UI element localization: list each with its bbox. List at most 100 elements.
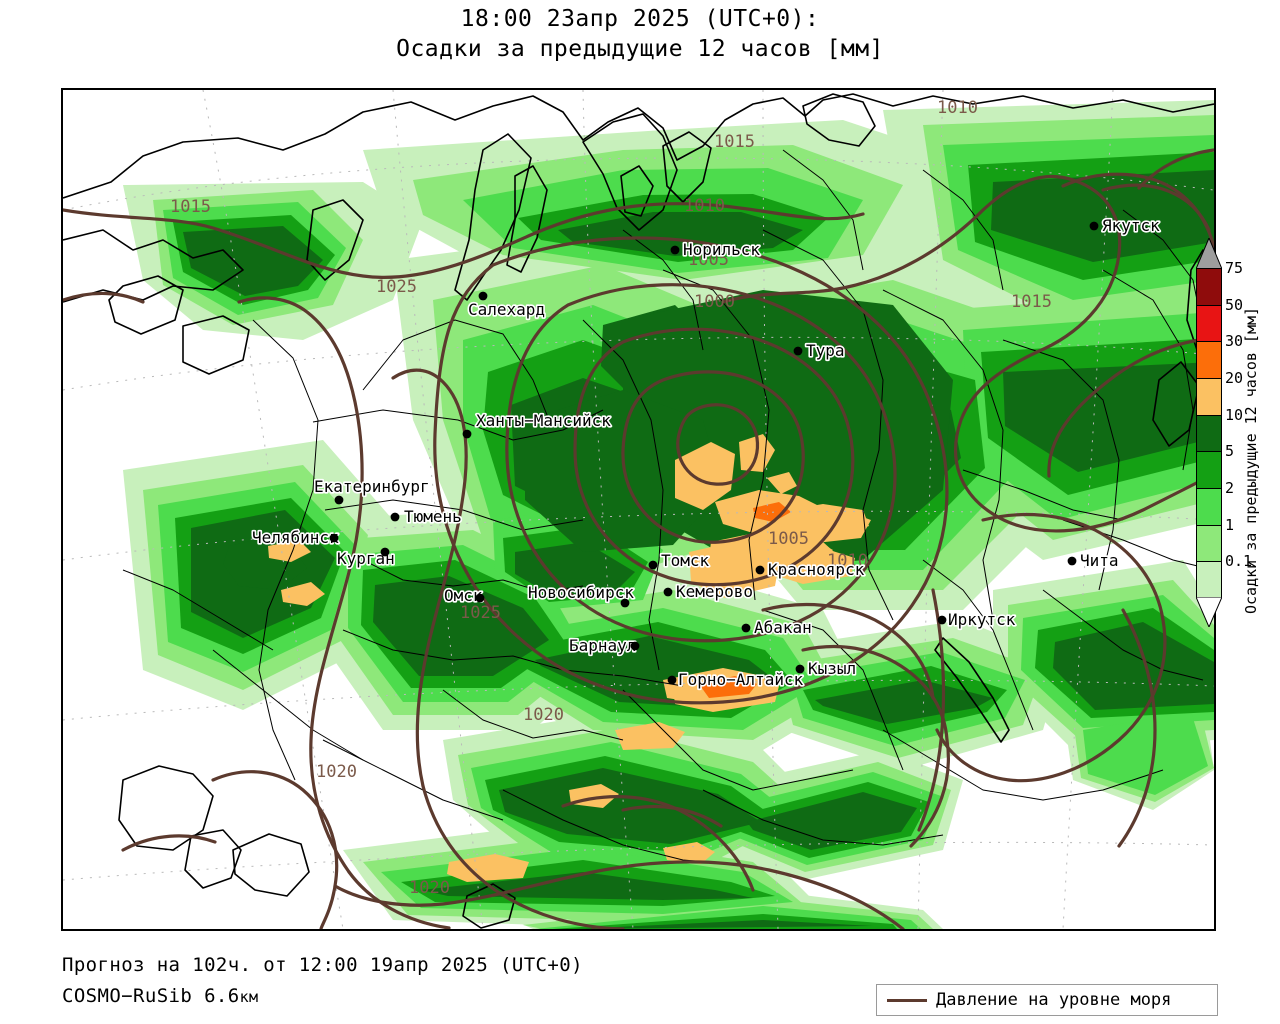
isobar-label: 1010 — [684, 196, 725, 216]
city-label: Челябинск — [252, 528, 339, 547]
city-label-halo: Омск — [444, 586, 483, 605]
city-label-halo: Чита — [1080, 551, 1119, 570]
city-dot-icon — [475, 593, 485, 603]
precipitation-field — [123, 100, 1214, 929]
model-info: COSMO−RuSib 6.6км — [62, 981, 583, 1013]
colorbar-tick-5: 5 — [1225, 442, 1235, 461]
colorbar-segment-20 — [1197, 379, 1221, 416]
colorbar-tick-1: 1 — [1225, 515, 1235, 534]
city-label: Иркутск — [948, 610, 1016, 629]
isobar-labels: 1015 1025 1015 1010 1010 1005 1000 1015 1005 1010… — [170, 98, 1052, 898]
isobar-label: 1015 — [714, 132, 755, 152]
isobar-label: 1005 — [688, 250, 729, 270]
city-dot-icon — [937, 615, 947, 625]
city-dot-icon — [380, 547, 390, 557]
map-canvas[interactable]: 1015 1025 1015 1010 1010 1005 1000 1015 1005 1010… — [63, 90, 1214, 929]
colorbar-tick-75: 75 — [1225, 259, 1244, 277]
isobar-label: 1015 — [1011, 292, 1052, 312]
city-label: Ханты−Мансийск — [476, 411, 611, 430]
colorbar-tick-50: 50 — [1225, 295, 1244, 314]
colorbar-segment-2 — [1197, 489, 1221, 526]
page-title: 18:00 23апр 2025 (UTC+0): Осадки за пред… — [0, 4, 1280, 64]
city-label: Тура — [806, 341, 845, 360]
isobar-label: 1005 — [768, 529, 809, 549]
city-label-halo: Екатеринбург — [314, 477, 430, 496]
city-dot-icon — [630, 641, 640, 651]
city-label-halo: Якутск — [1102, 216, 1160, 235]
colorbar-segment-10 — [1197, 415, 1221, 453]
city-label: Чита — [1080, 551, 1119, 570]
footer: Прогноз на 102ч. от 12:00 19апр 2025 (UT… — [62, 950, 583, 1013]
isobar-label: 1025 — [460, 603, 501, 623]
isobar-label: 1000 — [694, 292, 735, 312]
model-resolution-unit: км — [239, 988, 259, 1006]
city-label-halo: Барнаул — [569, 636, 636, 655]
isobar-label: 1010 — [937, 98, 978, 118]
pressure-legend[interactable]: Давление на уровне моря — [876, 984, 1218, 1016]
city-dot-icon — [1089, 221, 1099, 231]
colorbar-tick-30: 30 — [1225, 332, 1244, 351]
city-dot-icon — [1067, 556, 1077, 566]
colorbar[interactable]: 0.1 1 2 5 10 20 30 50 75 Осадки за предыдущие 12… — [1196, 238, 1280, 634]
colorbar-scale[interactable] — [1196, 268, 1222, 599]
city-label-halo: Иркутск — [948, 610, 1016, 629]
city-label: Томск — [661, 551, 710, 570]
city-label: Кемерово — [676, 582, 753, 601]
city-label-halo: Кызыл — [808, 659, 856, 678]
colorbar-segment-0.1 — [1197, 562, 1221, 599]
city-label-halo: Горно−Алтайск — [678, 670, 804, 689]
city-label-halo: Тура — [806, 341, 845, 360]
city-label: Горно−Алтайск — [678, 670, 804, 689]
pressure-line-swatch — [887, 998, 927, 1002]
city-label: Абакан — [754, 618, 812, 637]
forecast-info: Прогноз на 102ч. от 12:00 19апр 2025 (UT… — [62, 954, 583, 976]
title-variable: Осадки за предыдущие 12 часов [мм] — [396, 36, 884, 62]
weather-map[interactable]: 1015 1025 1015 1010 1010 1005 1000 1015 1005 1010… — [61, 88, 1216, 931]
city-dot-icon — [670, 245, 680, 255]
city-label-halo: Челябинск — [252, 528, 339, 547]
city-dot-icon — [620, 598, 630, 608]
city-label-halo: Томск — [661, 551, 710, 570]
city-label-halo: Кемерово — [676, 582, 753, 601]
colorbar-segment-30 — [1197, 342, 1221, 379]
city-dot-icon — [663, 587, 673, 597]
city-label-halo: Абакан — [754, 618, 812, 637]
city-dot-icon — [741, 623, 751, 633]
isobar-label: 1020 — [409, 878, 450, 898]
pressure-legend-label: Давление на уровне моря — [936, 990, 1172, 1010]
model-name: COSMO−RuSib 6.6 — [62, 985, 240, 1007]
city-dot-icon — [667, 675, 677, 685]
city-label: Кызыл — [808, 659, 856, 678]
colorbar-tick-0.1: 0.1 — [1225, 552, 1253, 571]
city-dot-icon — [755, 565, 765, 575]
colorbar-axis-label: Осадки за предыдущие 12 часов [мм] — [1242, 306, 1260, 614]
city-dot-icon — [795, 664, 805, 674]
city-label: Омск — [444, 586, 483, 605]
city-label-halo: Тюмень — [404, 507, 462, 526]
city-label: Тюмень — [404, 507, 462, 526]
city-label: Курган — [337, 549, 395, 568]
city-label-halo: Салехард — [468, 300, 545, 319]
colorbar-tick-2: 2 — [1225, 479, 1235, 497]
